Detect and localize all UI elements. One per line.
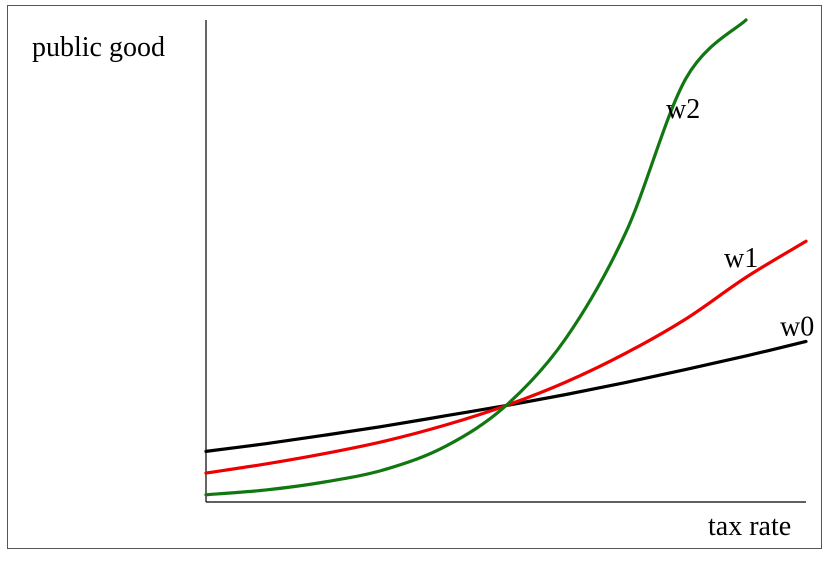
- axes: [205, 20, 806, 503]
- x-axis-label: tax rate: [708, 511, 791, 542]
- series-label-w1: w1: [724, 243, 758, 274]
- series-label-layer: w0 w1 w2: [666, 94, 814, 343]
- y-axis-label: public good: [32, 32, 165, 63]
- series-line-w2: [204, 18, 748, 497]
- series-line-w0: [204, 339, 808, 453]
- series-label-w2: w2: [666, 94, 700, 125]
- series-label-w0: w0: [780, 312, 814, 343]
- series-layer: [204, 18, 808, 497]
- series-line-w1: [204, 239, 808, 475]
